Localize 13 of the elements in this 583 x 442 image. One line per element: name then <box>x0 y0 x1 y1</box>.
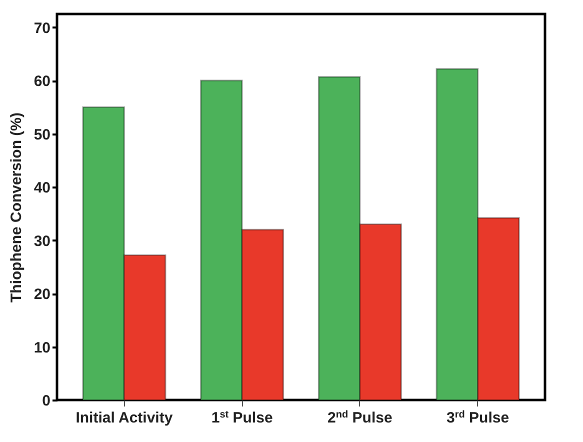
y-tick-label: 60 <box>34 73 50 90</box>
x-tick-label: 1$^{st}$ Pulse <box>211 409 273 426</box>
y-tick-label: 40 <box>34 180 50 197</box>
x-tick-label: 2$^{nd}$ Pulse <box>328 409 392 426</box>
y-tick-label: 30 <box>34 232 50 250</box>
x-tick-label: Initial Activity <box>76 410 174 426</box>
x-tick-label: 3$^{rd}$ Pulse <box>446 409 510 426</box>
y-tick-label: 70 <box>34 20 50 37</box>
y-axis-title: Thiophene Conversion (%) <box>8 112 25 303</box>
y-tick-label: 20 <box>34 286 50 304</box>
y-tick-label: 0 <box>42 392 50 410</box>
y-tick-label: 50 <box>34 126 50 144</box>
y-tick-label: 10 <box>34 339 50 356</box>
